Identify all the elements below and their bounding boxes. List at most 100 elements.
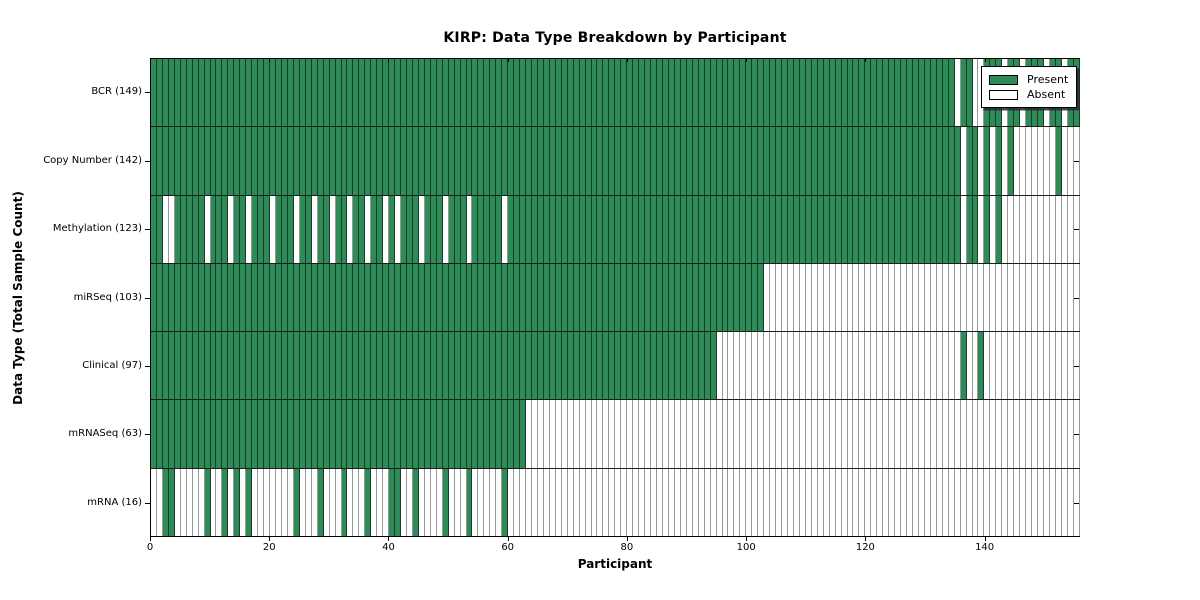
heatmap-cell — [841, 195, 848, 263]
heatmap-cell — [764, 468, 771, 536]
x-tick-mark-top — [746, 58, 748, 62]
heatmap-cell — [287, 263, 294, 332]
heatmap-cell — [889, 263, 896, 332]
x-tick-mark — [150, 537, 151, 541]
heatmap-cell — [496, 263, 503, 332]
heatmap-cell — [704, 263, 711, 332]
heatmap-cell — [591, 263, 598, 332]
heatmap-cell — [609, 195, 616, 263]
heatmap-cell — [734, 400, 741, 468]
heatmap-cell — [276, 468, 282, 536]
heatmap-cell — [532, 127, 538, 195]
heatmap-cell — [383, 400, 390, 468]
heatmap-cell — [299, 400, 306, 468]
heatmap-cell — [383, 127, 390, 195]
heatmap-cell — [359, 195, 366, 263]
heatmap-cell — [401, 468, 407, 536]
x-tick-mark — [388, 537, 390, 541]
heatmap-cell — [651, 400, 658, 468]
heatmap-cell — [561, 468, 568, 536]
heatmap-cell — [520, 468, 527, 536]
heatmap-cell — [454, 59, 461, 127]
heatmap-cell — [984, 263, 991, 332]
heatmap-cell — [210, 127, 217, 195]
y-tick-label-methylation: Methylation (123) — [52, 223, 142, 235]
heatmap-cell — [186, 400, 193, 468]
heatmap-cell — [442, 468, 449, 536]
heatmap-cell — [895, 468, 902, 536]
heatmap-cell — [389, 59, 396, 127]
heatmap-cell — [1038, 263, 1044, 332]
heatmap-cell — [186, 59, 193, 127]
heatmap-cell — [1073, 263, 1080, 332]
heatmap-cell — [954, 127, 961, 195]
heatmap-cell — [847, 332, 854, 400]
heatmap-cell — [776, 263, 783, 332]
heatmap-cell — [651, 195, 658, 263]
heatmap-cell — [597, 263, 604, 332]
heatmap-cell — [180, 332, 187, 400]
heatmap-cell — [174, 127, 181, 195]
heatmap-cell — [913, 468, 919, 536]
heatmap-cell — [502, 332, 509, 400]
heatmap-cell — [609, 263, 616, 332]
heatmap-cell — [151, 263, 157, 332]
x-tick-mark-top — [150, 58, 151, 62]
heatmap-cell — [478, 400, 485, 468]
heatmap-cell — [258, 195, 265, 263]
heatmap-cell — [662, 127, 669, 195]
heatmap-cell — [972, 263, 979, 332]
heatmap-cell — [341, 263, 348, 332]
heatmap-cell — [776, 127, 783, 195]
heatmap-cell — [448, 332, 455, 400]
heatmap-cell — [907, 195, 913, 263]
heatmap-cell — [216, 263, 223, 332]
heatmap-cell — [174, 195, 181, 263]
x-tick-label: 100 — [736, 542, 756, 553]
heatmap-cell — [662, 332, 669, 400]
heatmap-cell — [692, 127, 699, 195]
heatmap-cell — [913, 195, 919, 263]
heatmap-cell — [222, 332, 229, 400]
heatmap-cell — [579, 263, 586, 332]
heatmap-cell — [395, 400, 402, 468]
heatmap-cell — [335, 468, 342, 536]
heatmap-cell — [555, 127, 562, 195]
heatmap-cell — [454, 127, 461, 195]
heatmap-cell — [216, 400, 223, 468]
heatmap-cell — [805, 400, 812, 468]
heatmap-cell — [692, 59, 699, 127]
heatmap-cell — [1061, 263, 1068, 332]
heatmap-cell — [258, 400, 265, 468]
y-tick-mark — [145, 160, 150, 162]
heatmap-cell — [716, 59, 723, 127]
heatmap-cell — [597, 468, 604, 536]
heatmap-cell — [621, 59, 628, 127]
heatmap-cell — [1002, 400, 1009, 468]
heatmap-cell — [347, 468, 354, 536]
heatmap-cell — [496, 195, 503, 263]
heatmap-cell — [276, 195, 282, 263]
heatmap-cell — [930, 468, 937, 536]
heatmap-cell — [585, 468, 592, 536]
heatmap-cell — [674, 195, 681, 263]
heatmap-cell — [418, 59, 425, 127]
heatmap-cell — [1049, 332, 1056, 400]
heatmap-cell — [466, 127, 473, 195]
heatmap-cell — [573, 263, 580, 332]
heatmap-cell — [710, 400, 717, 468]
heatmap-cell — [895, 263, 902, 332]
heatmap-cell — [287, 195, 294, 263]
heatmap-cell — [573, 59, 580, 127]
heatmap-cell — [1008, 332, 1015, 400]
heatmap-cell — [1032, 263, 1039, 332]
heatmap-cell — [752, 263, 759, 332]
heatmap-cell — [484, 468, 491, 536]
heatmap-cell — [811, 332, 818, 400]
heatmap-cell — [954, 59, 961, 127]
heatmap-cell — [782, 400, 788, 468]
heatmap-cell — [180, 263, 187, 332]
heatmap-row-clinical — [151, 332, 1080, 401]
heatmap-cell — [936, 127, 943, 195]
heatmap-cell — [543, 263, 550, 332]
